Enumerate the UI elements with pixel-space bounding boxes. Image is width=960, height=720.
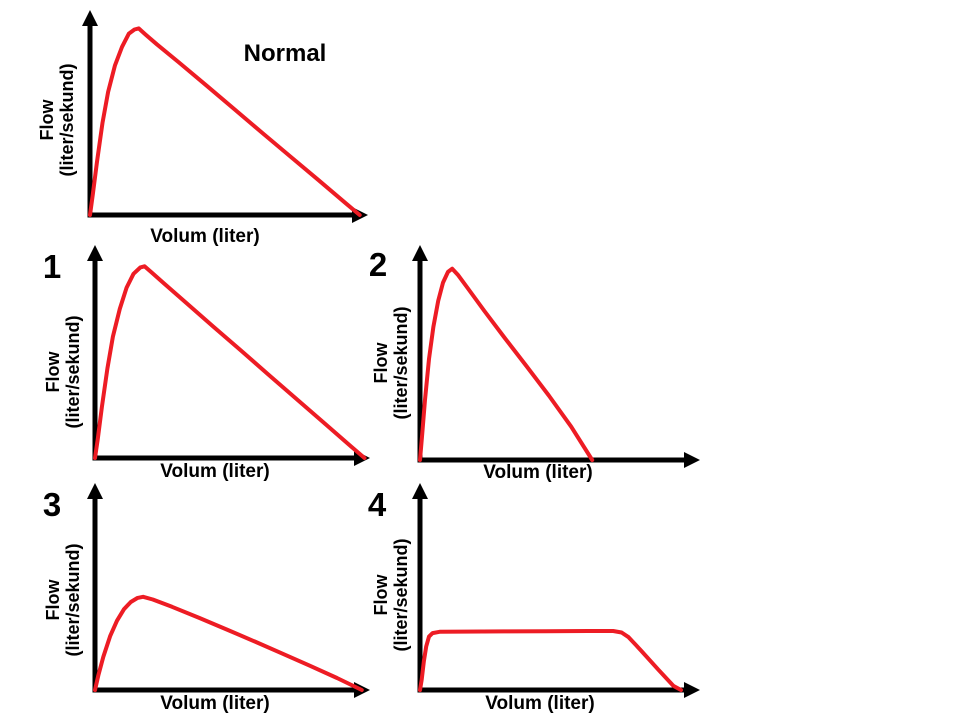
chart-number-3: 3	[42, 486, 62, 523]
y-axis-label-line1: Flow	[370, 574, 391, 616]
chart-3: 3 Flow (liter/sekund) Volum (liter)	[0, 480, 390, 720]
y-axis-label-line1: Flow	[42, 351, 63, 393]
flow-volume-plot-1	[87, 245, 370, 466]
y-axis-label: Flow (liter/sekund)	[37, 63, 77, 176]
x-axis-label: Volum (liter)	[160, 693, 270, 714]
chart-2: 2 Flow (liter/sekund) Volum (liter)	[360, 240, 720, 485]
flow-volume-plot-4	[412, 483, 700, 698]
x-axis-label: Volum (liter)	[150, 226, 260, 247]
chart-number-1: 1	[42, 248, 62, 285]
y-axis-label-line1: Flow	[36, 99, 57, 141]
y-axis-label-line2: (liter/sekund)	[391, 306, 411, 420]
flow-volume-plot-2	[412, 245, 700, 468]
chart-4: 4 Flow (liter/sekund) Volum (liter)	[360, 480, 720, 720]
chart-number-4: 4	[367, 486, 387, 523]
y-axis-label: Flow (liter/sekund)	[371, 306, 411, 419]
chart-title-normal: Normal	[243, 40, 327, 67]
x-axis-label: Volum (liter)	[160, 461, 270, 482]
y-axis-label-line2: (liter/sekund)	[63, 543, 83, 657]
y-axis-label-line2: (liter/sekund)	[391, 538, 411, 652]
y-axis-label: Flow (liter/sekund)	[43, 315, 83, 428]
y-axis-label-line2: (liter/sekund)	[63, 315, 83, 429]
chart-1: 1 Flow (liter/sekund) Volum (liter)	[0, 240, 390, 485]
y-axis-label: Flow (liter/sekund)	[371, 538, 411, 651]
y-axis-label-line1: Flow	[42, 579, 63, 621]
y-axis-label: Flow (liter/sekund)	[43, 543, 83, 656]
flow-volume-plot-normal	[82, 10, 368, 223]
x-axis-label: Volum (liter)	[483, 462, 593, 483]
y-axis-label-line2: (liter/sekund)	[57, 63, 77, 177]
flow-volume-plot-3	[87, 483, 370, 698]
chart-number-2: 2	[368, 246, 388, 283]
x-axis-label: Volum (liter)	[485, 693, 595, 714]
y-axis-label-line1: Flow	[370, 342, 391, 384]
chart-normal: Normal Flow (liter/sekund) Volum (liter)	[0, 0, 390, 250]
